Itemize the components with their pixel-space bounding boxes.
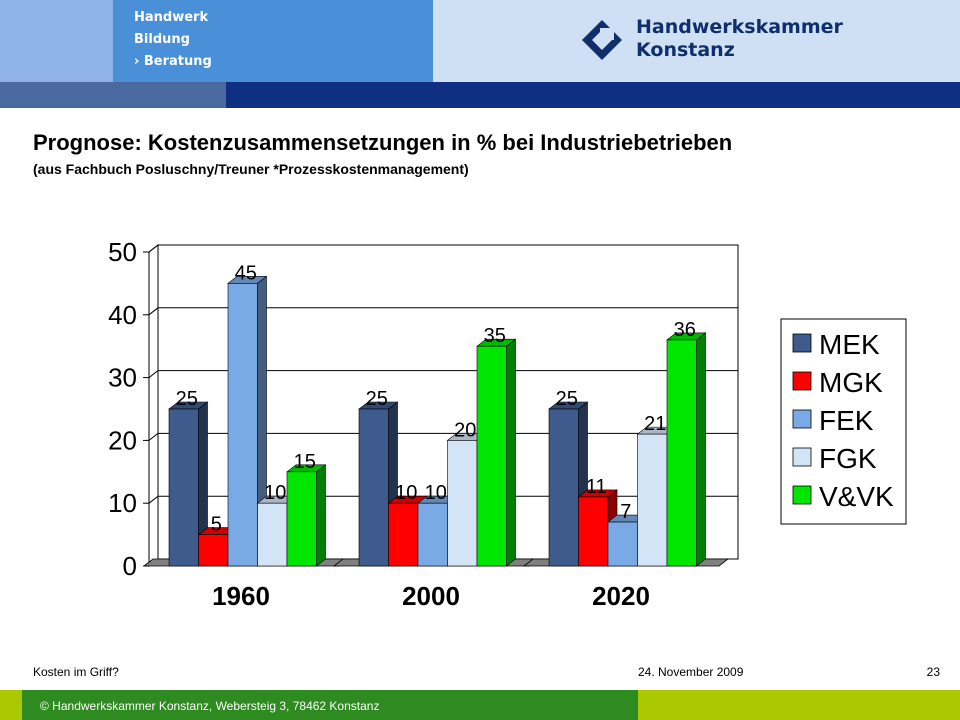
data-label: 11 bbox=[586, 476, 607, 498]
org-name: Handwerkskammer Konstanz bbox=[636, 16, 843, 62]
gridline bbox=[148, 495, 738, 504]
gridline bbox=[148, 307, 738, 316]
footer-band-main bbox=[22, 690, 638, 720]
bar bbox=[168, 408, 199, 567]
bar bbox=[447, 440, 478, 567]
bar bbox=[637, 433, 668, 567]
gridline bbox=[148, 432, 738, 441]
page-subtitle: (aus Fachbuch Posluschny/Treuner *Prozes… bbox=[33, 161, 469, 177]
bar bbox=[358, 408, 389, 567]
header-right-block bbox=[433, 0, 960, 82]
header-band-left bbox=[0, 82, 226, 108]
legend-swatch bbox=[792, 447, 812, 467]
category-label: 1960 bbox=[212, 581, 270, 611]
data-label: 10 bbox=[264, 482, 286, 504]
bar-side bbox=[696, 332, 706, 567]
y-tick-label: 30 bbox=[108, 363, 137, 393]
bar bbox=[198, 534, 229, 567]
category-label: 2020 bbox=[592, 581, 650, 611]
legend-swatch bbox=[792, 485, 812, 505]
gridline bbox=[148, 244, 738, 253]
legend-label: MEK bbox=[819, 329, 880, 360]
nav-item-beratung[interactable]: › Beratung bbox=[134, 54, 212, 69]
footer-date: 24. November 2009 bbox=[638, 665, 744, 679]
nav-item-bildung[interactable]: Bildung bbox=[134, 32, 190, 47]
data-label: 25 bbox=[556, 388, 578, 410]
data-label: 45 bbox=[235, 262, 257, 284]
legend-label: FGK bbox=[819, 443, 877, 474]
org-name-line1: Handwerkskammer bbox=[636, 16, 843, 38]
data-label: 15 bbox=[294, 451, 316, 473]
bar bbox=[257, 502, 288, 567]
y-tick-label: 50 bbox=[108, 237, 137, 267]
y-tick-label: 0 bbox=[123, 551, 137, 581]
gridline bbox=[148, 370, 738, 378]
header-nav bbox=[113, 0, 433, 82]
bar-side bbox=[506, 338, 516, 567]
footer-band-right bbox=[638, 690, 960, 720]
data-label: 7 bbox=[620, 501, 631, 523]
data-label: 36 bbox=[674, 319, 696, 341]
data-label: 5 bbox=[211, 514, 222, 536]
data-label: 25 bbox=[176, 388, 198, 410]
y-tick-label: 10 bbox=[108, 488, 137, 518]
data-label: 20 bbox=[454, 419, 476, 441]
org-name-line2: Konstanz bbox=[636, 39, 735, 61]
page-title: Prognose: Kostenzusammensetzungen in % b… bbox=[33, 130, 733, 155]
footer-copyright: © Handwerkskammer Konstanz, Webersteig 3… bbox=[40, 699, 380, 713]
bar bbox=[666, 339, 697, 567]
category-label: 2000 bbox=[402, 581, 460, 611]
bar bbox=[286, 471, 317, 567]
data-label: 21 bbox=[644, 413, 666, 435]
legend-label: FEK bbox=[819, 405, 874, 436]
y-tick-label: 40 bbox=[108, 300, 137, 330]
bar bbox=[578, 496, 609, 567]
legend-label: V&VK bbox=[819, 481, 894, 512]
bar bbox=[476, 345, 507, 567]
hwk-logo-icon bbox=[582, 20, 622, 60]
header-left-block bbox=[0, 0, 113, 82]
footer-band-left bbox=[0, 690, 22, 720]
data-label: 25 bbox=[366, 388, 388, 410]
bar bbox=[388, 502, 419, 567]
bar bbox=[227, 283, 258, 567]
plot-side-wall bbox=[148, 243, 159, 568]
legend-swatch bbox=[792, 333, 812, 353]
bar bbox=[417, 502, 448, 567]
data-label: 10 bbox=[425, 482, 447, 504]
footer-page-number: 23 bbox=[926, 665, 940, 679]
footer-topic: Kosten im Griff? bbox=[33, 665, 119, 679]
y-tick-label: 20 bbox=[108, 425, 137, 455]
legend-swatch bbox=[792, 371, 812, 391]
data-label: 35 bbox=[484, 325, 506, 347]
header-band-right bbox=[226, 82, 960, 108]
bar-side bbox=[316, 464, 326, 567]
data-label: 10 bbox=[395, 482, 417, 504]
legend-label: MGK bbox=[819, 367, 883, 398]
bar bbox=[607, 521, 638, 567]
legend-swatch bbox=[792, 409, 812, 429]
nav-item-handwerk[interactable]: Handwerk bbox=[134, 10, 209, 25]
bar bbox=[548, 408, 579, 567]
